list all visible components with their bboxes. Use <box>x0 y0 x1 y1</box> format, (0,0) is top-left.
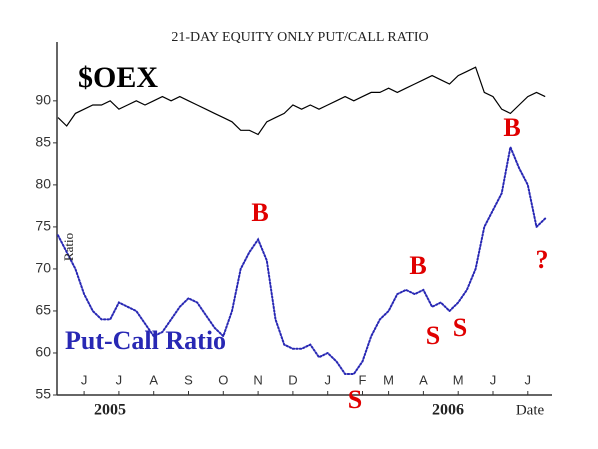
annotation: S <box>453 313 467 342</box>
x-tick-label: J <box>81 372 88 387</box>
x-tick-label: A <box>419 372 428 387</box>
y-tick-label: 70 <box>35 260 51 276</box>
y-tick-label: 65 <box>35 302 51 318</box>
y-tick-label: 85 <box>35 134 51 150</box>
y-axis-label: Ratio <box>61 233 76 261</box>
x-tick-label: J <box>324 372 331 387</box>
x-tick-label: J <box>490 372 497 387</box>
year-label: 2006 <box>432 402 464 419</box>
x-tick-label: O <box>218 372 228 387</box>
x-tick-label: D <box>288 372 297 387</box>
x-tick-label: S <box>184 372 193 387</box>
series-line <box>57 143 547 375</box>
x-tick-label: M <box>453 372 464 387</box>
x-tick-label: M <box>383 372 394 387</box>
y-tick-label: 90 <box>35 92 51 108</box>
annotation: S <box>426 321 440 350</box>
x-axis-label: Date <box>516 402 545 418</box>
annotation: B <box>251 198 268 227</box>
y-tick-label: 80 <box>35 176 51 192</box>
x-tick-label: F <box>359 372 367 387</box>
x-tick-label: A <box>149 372 158 387</box>
series-label: $OEX <box>78 61 158 94</box>
annotation: ? <box>536 245 549 274</box>
annotation: B <box>503 113 520 142</box>
chart-title: 21-DAY EQUITY ONLY PUT/CALL RATIO <box>171 30 428 45</box>
y-tick-label: 55 <box>35 386 51 402</box>
x-tick-label: J <box>525 372 532 387</box>
year-label: 2005 <box>94 402 126 419</box>
annotation: B <box>409 251 426 280</box>
y-tick-label: 75 <box>35 218 51 234</box>
y-tick-label: 60 <box>35 344 51 360</box>
series-label: Put-Call Ratio <box>65 326 226 355</box>
annotation: S <box>348 385 362 414</box>
x-tick-label: N <box>253 372 262 387</box>
series-line <box>57 66 546 136</box>
x-tick-label: J <box>116 372 123 387</box>
